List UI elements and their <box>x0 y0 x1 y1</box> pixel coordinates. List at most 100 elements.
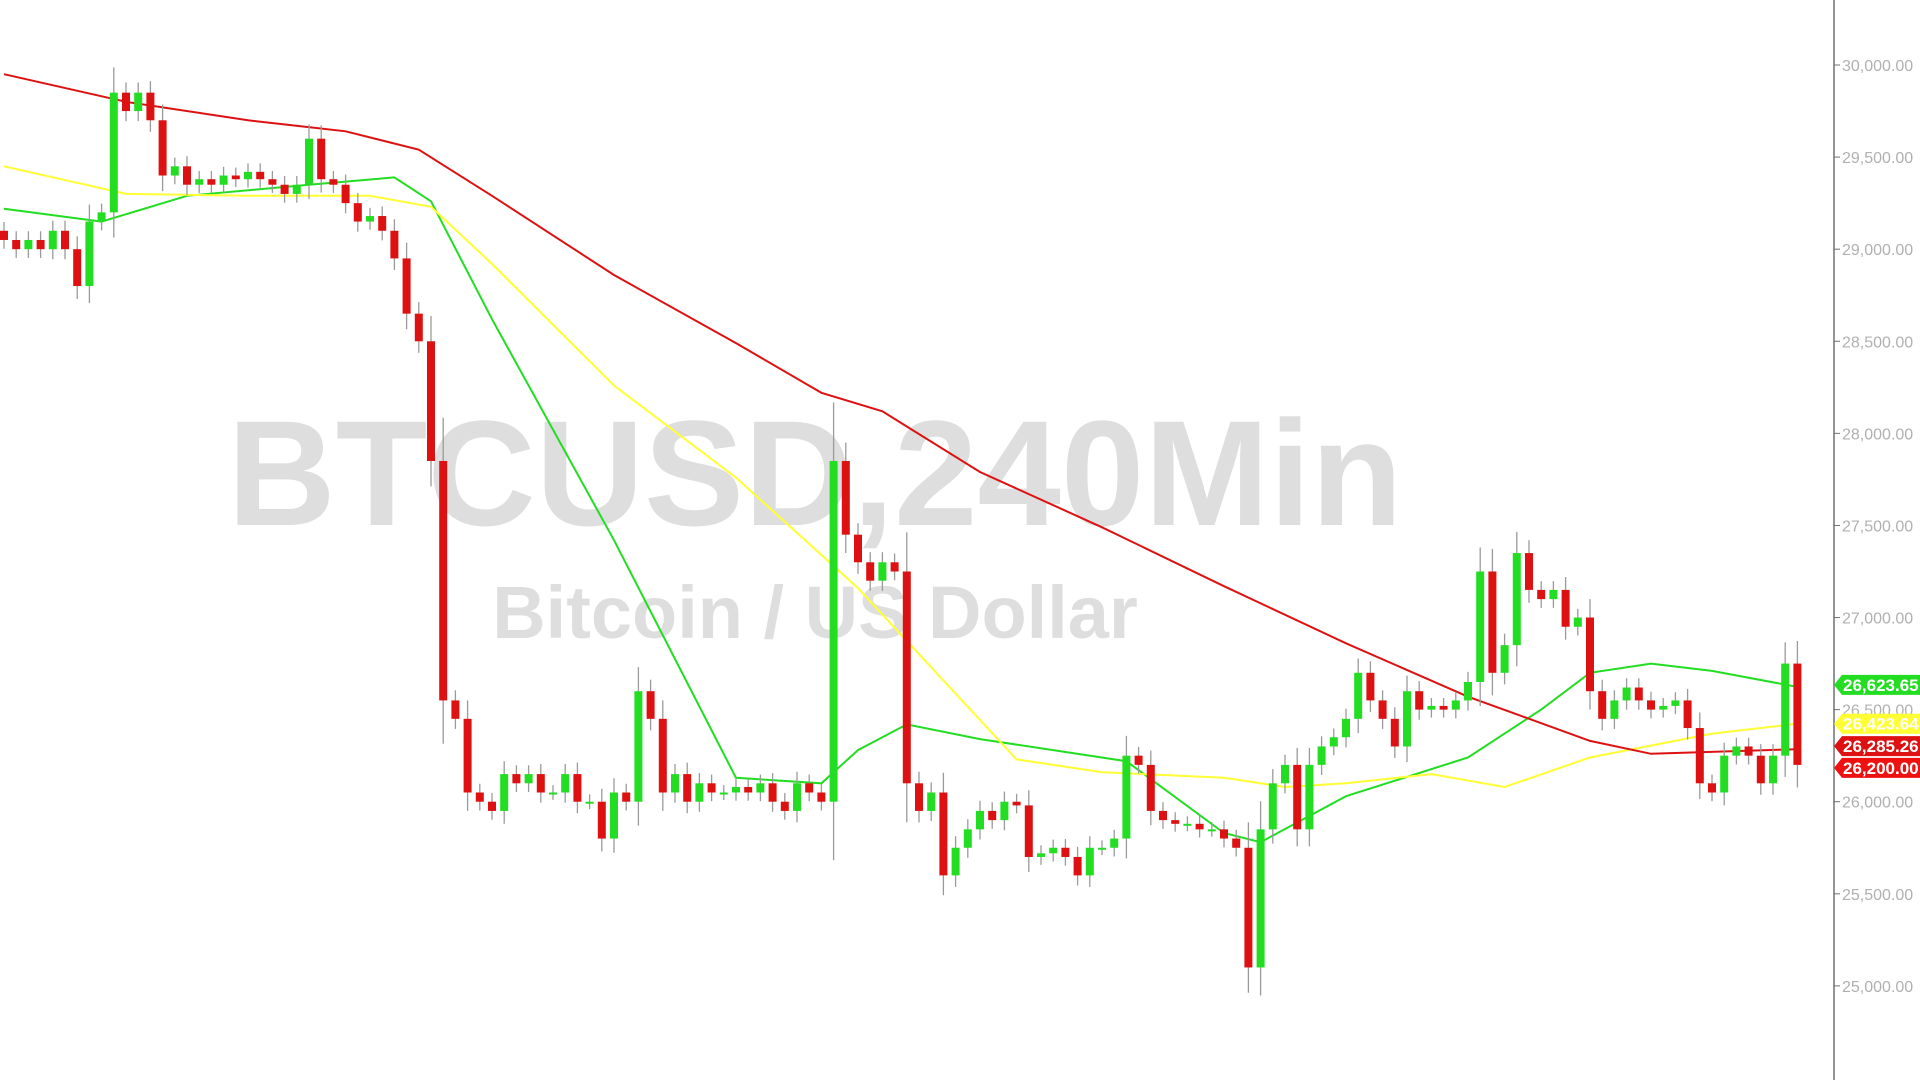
candle-body <box>1659 705 1668 710</box>
candle-body <box>378 216 387 231</box>
candle-body <box>134 92 143 112</box>
candle <box>366 207 374 230</box>
price-axis[interactable]: 25,000.0025,500.0026,000.0026,500.0027,0… <box>1834 58 1913 996</box>
candle <box>1354 658 1363 734</box>
candle-body <box>1781 663 1790 756</box>
candle-body <box>451 700 460 719</box>
candle-body <box>305 138 313 185</box>
candle <box>1329 728 1338 756</box>
candle-body <box>500 774 509 811</box>
candle <box>219 166 228 194</box>
candle <box>658 700 667 811</box>
candle-body <box>805 783 814 793</box>
candle-body <box>1268 783 1277 830</box>
candle <box>1781 642 1790 777</box>
candle <box>61 220 69 260</box>
candle-body <box>1378 700 1387 719</box>
candle <box>1256 801 1265 996</box>
candle <box>24 231 33 258</box>
candle <box>0 222 8 249</box>
candle <box>1134 746 1143 774</box>
candle <box>585 794 594 810</box>
candle-body <box>695 783 704 802</box>
candle-body <box>829 460 838 802</box>
candle <box>1244 822 1253 993</box>
candle-body <box>1073 856 1082 876</box>
candle <box>1415 681 1424 720</box>
candle <box>1220 820 1228 848</box>
candle <box>353 193 362 232</box>
candle-body <box>890 562 899 572</box>
candle-body <box>927 792 936 811</box>
candle-body <box>1281 764 1289 784</box>
candle-body <box>817 792 826 802</box>
candle-body <box>597 801 606 839</box>
candle-body <box>463 718 472 793</box>
candle-body <box>1207 829 1216 832</box>
candle <box>1610 690 1619 729</box>
candle <box>1390 707 1399 758</box>
candle-body <box>646 691 655 719</box>
candle-body <box>1525 553 1533 590</box>
price-tag-background <box>1834 757 1920 778</box>
price-tag: 26,200.00 <box>1834 757 1920 778</box>
candle-body <box>109 92 118 213</box>
candle-body <box>1159 810 1167 821</box>
candle <box>170 157 179 185</box>
candle-body <box>1183 823 1192 826</box>
price-tag-label: 26,200.00 <box>1843 759 1919 778</box>
candle <box>1342 708 1350 748</box>
candle <box>732 778 740 801</box>
candle <box>268 171 277 193</box>
candle-body <box>0 230 8 240</box>
candle-body <box>683 774 692 802</box>
candle-body <box>268 179 277 185</box>
candle-body <box>48 230 57 250</box>
candle <box>1317 736 1326 776</box>
candle-body <box>561 774 570 793</box>
candle <box>500 761 509 824</box>
candle <box>1720 742 1729 806</box>
tick-label: 28,000.00 <box>1842 426 1913 443</box>
candle-body <box>158 120 167 176</box>
moving-average-line-3 <box>3 73 1798 755</box>
candle-body <box>1708 783 1716 793</box>
candle-body <box>1732 746 1741 756</box>
candle <box>646 679 655 731</box>
candle-body <box>1537 589 1546 600</box>
candle <box>1024 790 1033 873</box>
candle <box>610 778 618 853</box>
candle <box>1769 744 1777 795</box>
price-tag-background <box>1834 674 1920 695</box>
candle-body <box>1512 553 1521 646</box>
candle-body <box>414 313 423 342</box>
candle <box>341 174 350 214</box>
candle-body <box>854 534 862 563</box>
candle <box>780 792 789 820</box>
candle-body <box>1195 823 1204 830</box>
candle <box>1268 769 1277 844</box>
candle-body <box>329 179 338 185</box>
candle <box>1451 691 1460 719</box>
candle-body <box>524 774 533 784</box>
candle-body <box>1720 755 1729 793</box>
candle <box>1281 754 1289 794</box>
candle <box>439 417 448 744</box>
candle <box>793 771 801 823</box>
candle <box>1098 840 1106 856</box>
candle-body <box>439 460 448 701</box>
candle-body <box>841 460 850 535</box>
candle <box>1085 836 1094 887</box>
candle-body <box>36 239 45 250</box>
candle-body <box>1342 718 1350 738</box>
candle <box>1464 671 1472 711</box>
candle-body <box>1049 847 1058 854</box>
candle <box>927 782 936 822</box>
candle-body <box>1549 589 1558 600</box>
candle <box>597 788 606 852</box>
candle-body <box>1244 847 1253 968</box>
candle <box>1378 690 1387 729</box>
candle-body <box>366 216 374 222</box>
candle-body <box>951 847 960 876</box>
